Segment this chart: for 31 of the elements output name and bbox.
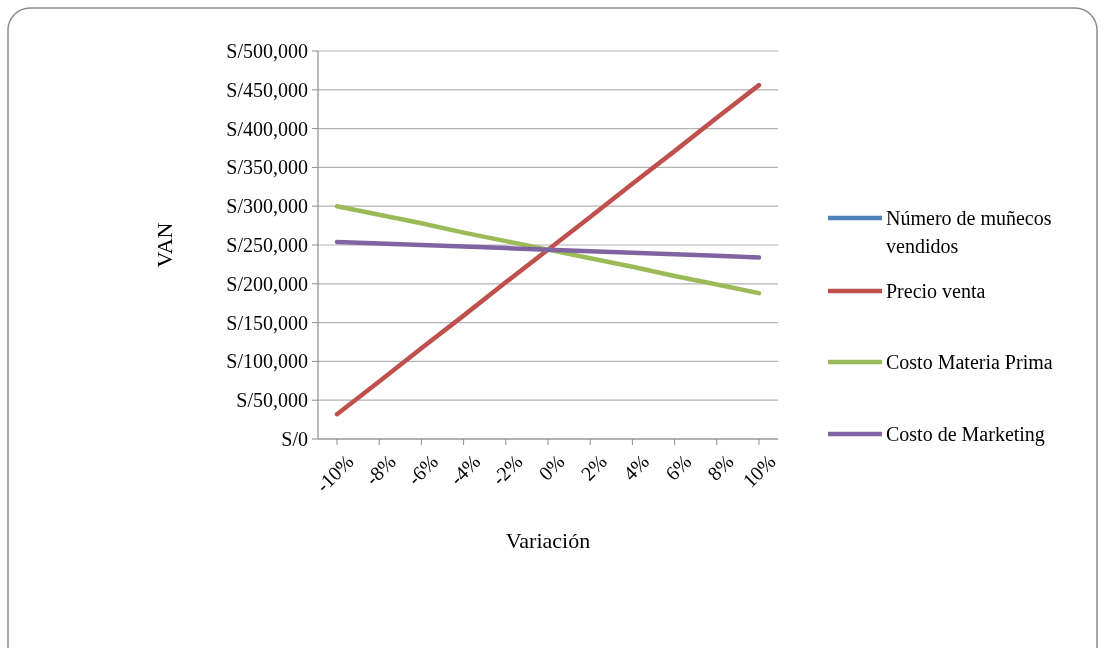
y-tick-label: S/200,000 [226, 272, 308, 295]
x-tick-label: 0% [534, 450, 569, 485]
line-series [334, 239, 762, 260]
legend-label: Precio venta [886, 280, 986, 302]
x-tick-label: 4% [618, 450, 654, 485]
y-tick-label: S/100,000 [226, 350, 308, 373]
y-tick-label: S/400,000 [226, 117, 308, 140]
y-axis-title: VAN [152, 222, 177, 268]
legend-label: Número de muñecos vendidos [886, 207, 1052, 257]
line-series [334, 82, 762, 417]
line-series [334, 203, 762, 296]
x-tick-label: 8% [703, 450, 738, 485]
y-tick-label: S/250,000 [226, 234, 308, 256]
x-axis-title: Variación [505, 528, 591, 553]
y-tick-label: S/350,000 [226, 156, 308, 179]
y-tick-label: S/150,000 [226, 311, 308, 334]
y-tick-label: S/50,000 [236, 389, 308, 412]
y-tick-label: S/300,000 [226, 195, 308, 218]
x-tick-label: -10% [311, 450, 358, 497]
x-tick-label: -8% [360, 450, 400, 490]
legend-label: Costo de Marketing [886, 423, 1045, 446]
x-tick-label: -6% [403, 450, 443, 490]
x-tick-label: 6% [660, 450, 696, 485]
x-tick-label: -4% [445, 450, 485, 490]
legend-label: Costo Materia Prima [886, 351, 1053, 373]
x-tick-label: 10% [738, 450, 780, 492]
x-tick-label: 2% [576, 450, 611, 485]
y-tick-label: S/450,000 [226, 78, 308, 101]
y-tick-label: S/500,000 [226, 40, 308, 62]
y-tick-label: S/0 [281, 428, 308, 450]
x-tick-label: -2% [487, 450, 527, 490]
